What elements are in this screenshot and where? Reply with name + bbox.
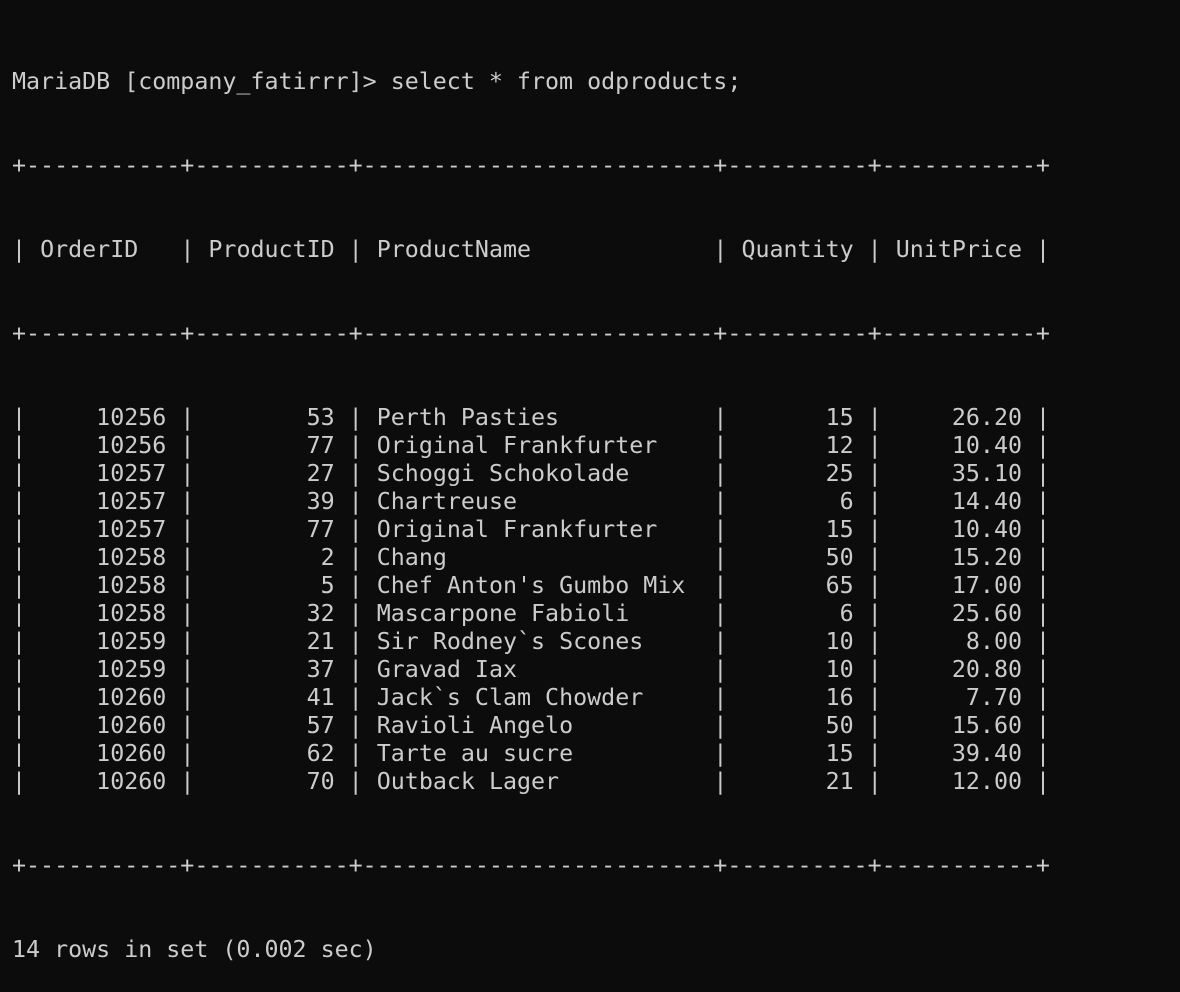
cell-unitprice: 12.00 xyxy=(951,768,1023,795)
cell-quantity: 10 xyxy=(825,628,854,655)
cell-orderid: 10260 xyxy=(96,712,167,739)
cell-productid: 39 xyxy=(306,488,335,515)
table-row: | 10260 | 70 | Outback Lager | 21 | 12.0… xyxy=(12,768,1051,795)
cell-quantity: 6 xyxy=(839,600,854,627)
cell-productname: Chartreuse xyxy=(376,488,518,515)
cell-orderid: 10258 xyxy=(96,572,167,599)
table-row: | 10259 | 21 | Sir Rodney`s Scones | 10 … xyxy=(12,628,1051,655)
cell-quantity: 12 xyxy=(825,432,854,459)
cell-productid: 53 xyxy=(306,404,335,431)
mysql-prompt: MariaDB [company_fatirrr]> xyxy=(12,68,391,95)
column-header-productid: ProductID xyxy=(208,236,335,263)
cell-productid: 37 xyxy=(306,656,335,683)
table-row: | 10258 | 2 | Chang | 50 | 15.20 | xyxy=(12,544,1051,571)
cell-quantity: 15 xyxy=(825,404,854,431)
table-row: | 10256 | 77 | Original Frankfurter | 12… xyxy=(12,432,1051,459)
terminal-window[interactable]: MariaDB [company_fatirrr]> select * from… xyxy=(0,0,1180,963)
table-border-top: +-----------+-----------+---------------… xyxy=(12,152,1050,179)
cell-orderid: 10256 xyxy=(96,404,167,431)
cell-orderid: 10257 xyxy=(96,516,167,543)
cell-productname: Chef Anton's Gumbo Mix xyxy=(376,572,686,599)
cell-unitprice: 35.10 xyxy=(951,460,1023,487)
cell-unitprice: 26.20 xyxy=(951,404,1023,431)
column-header-orderid: OrderID xyxy=(40,236,139,263)
cell-unitprice: 20.80 xyxy=(951,656,1023,683)
cell-quantity: 25 xyxy=(825,460,854,487)
cell-productname: Gravad Iax xyxy=(376,656,518,683)
cell-unitprice: 14.40 xyxy=(951,488,1023,515)
table-body: | 10256 | 53 | Perth Pasties | 15 | 26.2… xyxy=(12,404,1180,796)
cell-productname: Ravioli Angelo xyxy=(376,712,574,739)
table-row: | 10257 | 27 | Schoggi Schokolade | 25 |… xyxy=(12,460,1051,487)
cell-productname: Sir Rodney`s Scones xyxy=(376,628,644,655)
cell-orderid: 10259 xyxy=(96,628,167,655)
cell-productname: Mascarpone Fabioli xyxy=(376,600,630,627)
cell-quantity: 16 xyxy=(825,684,854,711)
cell-productid: 70 xyxy=(306,768,335,795)
cell-productid: 2 xyxy=(320,544,335,571)
table-row: | 10256 | 53 | Perth Pasties | 15 | 26.2… xyxy=(12,404,1051,431)
table-row: | 10257 | 77 | Original Frankfurter | 15… xyxy=(12,516,1051,543)
table-row: | 10257 | 39 | Chartreuse | 6 | 14.40 | xyxy=(12,488,1051,515)
cell-orderid: 10260 xyxy=(96,684,167,711)
cell-unitprice: 7.70 xyxy=(965,684,1023,711)
cell-productname: Outback Lager xyxy=(376,768,560,795)
cell-orderid: 10257 xyxy=(96,488,167,515)
column-header-quantity: Quantity xyxy=(741,236,854,263)
cell-unitprice: 25.60 xyxy=(951,600,1023,627)
cell-quantity: 15 xyxy=(825,516,854,543)
cell-orderid: 10260 xyxy=(96,740,167,767)
cell-productid: 57 xyxy=(306,712,335,739)
cell-orderid: 10256 xyxy=(96,432,167,459)
command-line: MariaDB [company_fatirrr]> select * from… xyxy=(12,68,1180,96)
cell-orderid: 10258 xyxy=(96,600,167,627)
cell-productid: 32 xyxy=(306,600,335,627)
cell-unitprice: 39.40 xyxy=(951,740,1023,767)
cell-orderid: 10258 xyxy=(96,544,167,571)
cell-unitprice: 10.40 xyxy=(951,432,1023,459)
table-header-row: | OrderID | ProductID | ProductName | Qu… xyxy=(12,236,1051,263)
table-row: | 10260 | 41 | Jack`s Clam Chowder | 16 … xyxy=(12,684,1051,711)
table-row: | 10260 | 57 | Ravioli Angelo | 50 | 15.… xyxy=(12,712,1051,739)
table-row: | 10260 | 62 | Tarte au sucre | 15 | 39.… xyxy=(12,740,1051,767)
cell-productid: 41 xyxy=(306,684,335,711)
table-row: | 10258 | 32 | Mascarpone Fabioli | 6 | … xyxy=(12,600,1051,627)
cell-productid: 77 xyxy=(306,516,335,543)
cell-productid: 5 xyxy=(320,572,335,599)
cell-unitprice: 8.00 xyxy=(965,628,1023,655)
table-border-bottom: +-----------+-----------+---------------… xyxy=(12,852,1050,879)
cell-quantity: 15 xyxy=(825,740,854,767)
result-summary: 14 rows in set (0.002 sec) xyxy=(12,936,377,963)
column-header-unitprice: UnitPrice xyxy=(895,236,1022,263)
cell-productid: 77 xyxy=(306,432,335,459)
table-row: | 10258 | 5 | Chef Anton's Gumbo Mix | 6… xyxy=(12,572,1051,599)
cell-productname: Original Frankfurter xyxy=(376,516,658,543)
cell-quantity: 21 xyxy=(825,768,854,795)
cell-productname: Original Frankfurter xyxy=(376,432,658,459)
cell-orderid: 10260 xyxy=(96,768,167,795)
cell-productname: Perth Pasties xyxy=(376,404,560,431)
sql-command: select * from odproducts; xyxy=(390,68,742,95)
cell-orderid: 10259 xyxy=(96,656,167,683)
column-header-productname: ProductName xyxy=(376,236,532,263)
cell-productname: Tarte au sucre xyxy=(376,740,574,767)
table-border-header: +-----------+-----------+---------------… xyxy=(12,320,1050,347)
cell-unitprice: 17.00 xyxy=(951,572,1023,599)
cell-unitprice: 10.40 xyxy=(951,516,1023,543)
cell-quantity: 50 xyxy=(825,544,854,571)
cell-productid: 27 xyxy=(306,460,335,487)
cell-quantity: 65 xyxy=(825,572,854,599)
cell-productname: Schoggi Schokolade xyxy=(376,460,630,487)
cell-orderid: 10257 xyxy=(96,460,167,487)
cell-productname: Chang xyxy=(376,544,447,571)
cell-quantity: 10 xyxy=(825,656,854,683)
table-row: | 10259 | 37 | Gravad Iax | 10 | 20.80 | xyxy=(12,656,1051,683)
cell-productname: Jack`s Clam Chowder xyxy=(376,684,644,711)
cell-productid: 21 xyxy=(306,628,335,655)
cell-quantity: 50 xyxy=(825,712,854,739)
cell-unitprice: 15.20 xyxy=(951,544,1023,571)
cell-unitprice: 15.60 xyxy=(951,712,1023,739)
cell-productid: 62 xyxy=(306,740,335,767)
cell-quantity: 6 xyxy=(839,488,854,515)
